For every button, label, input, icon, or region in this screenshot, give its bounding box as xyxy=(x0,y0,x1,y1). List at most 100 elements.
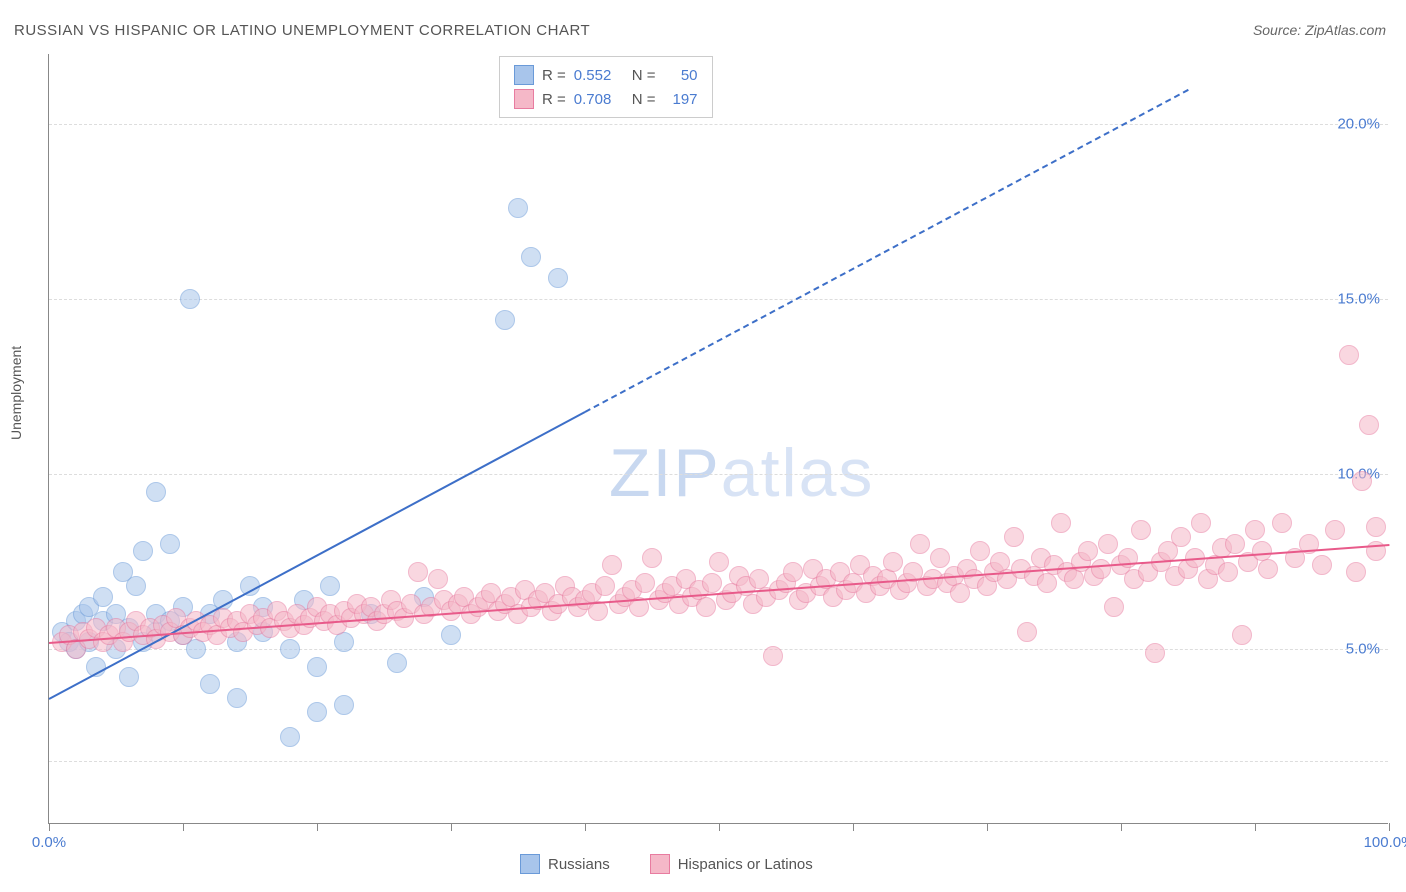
scatter-point xyxy=(763,646,783,666)
gridline xyxy=(49,299,1388,300)
legend-r-value: 0.708 xyxy=(574,91,624,108)
x-tick xyxy=(317,823,318,831)
scatter-point xyxy=(495,310,515,330)
scatter-point xyxy=(1325,520,1345,540)
scatter-point xyxy=(227,688,247,708)
scatter-point xyxy=(910,534,930,554)
legend-swatch xyxy=(520,854,540,874)
scatter-point xyxy=(93,587,113,607)
scatter-point xyxy=(133,541,153,561)
scatter-point xyxy=(635,573,655,593)
scatter-point xyxy=(970,541,990,561)
scatter-point xyxy=(709,552,729,572)
x-tick xyxy=(853,823,854,831)
legend-row: R = 0.708 N = 197 xyxy=(514,87,698,111)
chart-title: RUSSIAN VS HISPANIC OR LATINO UNEMPLOYME… xyxy=(14,22,590,39)
legend-r-value: 0.552 xyxy=(574,67,624,84)
y-tick-label: 5.0% xyxy=(1346,641,1380,658)
scatter-point xyxy=(126,576,146,596)
scatter-point xyxy=(783,562,803,582)
x-tick xyxy=(1121,823,1122,831)
scatter-point xyxy=(307,702,327,722)
scatter-point xyxy=(521,247,541,267)
scatter-point xyxy=(387,653,407,673)
scatter-point xyxy=(1258,559,1278,579)
scatter-point xyxy=(1312,555,1332,575)
scatter-point xyxy=(1145,643,1165,663)
scatter-point xyxy=(320,576,340,596)
x-tick xyxy=(451,823,452,831)
scatter-point xyxy=(642,548,662,568)
scatter-point xyxy=(334,632,354,652)
scatter-point xyxy=(696,597,716,617)
gridline xyxy=(49,474,1388,475)
scatter-point xyxy=(441,625,461,645)
x-tick xyxy=(183,823,184,831)
x-tick xyxy=(49,823,50,831)
scatter-point xyxy=(1037,573,1057,593)
scatter-point xyxy=(508,198,528,218)
x-tick xyxy=(585,823,586,831)
scatter-point xyxy=(1131,520,1151,540)
scatter-point xyxy=(1225,534,1245,554)
x-tick-label: 0.0% xyxy=(32,834,66,851)
scatter-point xyxy=(1064,569,1084,589)
scatter-point xyxy=(1104,597,1124,617)
x-tick xyxy=(719,823,720,831)
trend-line xyxy=(585,89,1189,413)
scatter-point xyxy=(1218,562,1238,582)
legend-r-label: R = xyxy=(542,67,566,84)
scatter-point xyxy=(307,657,327,677)
scatter-point xyxy=(1232,625,1252,645)
gridline xyxy=(49,124,1388,125)
correlation-legend: R =0.552N =50R =0.708N =197 xyxy=(499,56,713,118)
legend-n-label: N = xyxy=(632,67,656,84)
x-tick xyxy=(1255,823,1256,831)
scatter-point xyxy=(1091,559,1111,579)
scatter-point xyxy=(1051,513,1071,533)
scatter-point xyxy=(1245,520,1265,540)
scatter-point xyxy=(1346,562,1366,582)
x-tick-label: 100.0% xyxy=(1364,834,1406,851)
legend-swatch xyxy=(650,854,670,874)
scatter-point xyxy=(200,674,220,694)
y-tick-label: 15.0% xyxy=(1337,291,1380,308)
scatter-point xyxy=(1098,534,1118,554)
scatter-point xyxy=(1004,527,1024,547)
scatter-point xyxy=(1359,415,1379,435)
scatter-point xyxy=(1191,513,1211,533)
legend-item: Hispanics or Latinos xyxy=(650,854,813,874)
legend-r-label: R = xyxy=(542,91,566,108)
scatter-point xyxy=(883,552,903,572)
legend-label: Russians xyxy=(548,856,610,873)
chart-plot-area: ZIPatlas R =0.552N =50R =0.708N =197 5.0… xyxy=(48,54,1388,824)
legend-row: R =0.552N =50 xyxy=(514,63,698,87)
gridline xyxy=(49,761,1388,762)
scatter-point xyxy=(160,534,180,554)
legend-label: Hispanics or Latinos xyxy=(678,856,813,873)
legend-n-label: N = xyxy=(632,91,656,108)
series-legend: Russians Hispanics or Latinos xyxy=(520,854,813,874)
scatter-point xyxy=(1352,471,1372,491)
scatter-point xyxy=(602,555,622,575)
scatter-point xyxy=(548,268,568,288)
scatter-point xyxy=(702,573,722,593)
scatter-point xyxy=(1078,541,1098,561)
scatter-point xyxy=(119,667,139,687)
scatter-point xyxy=(428,569,448,589)
scatter-point xyxy=(408,562,428,582)
legend-n-value: 197 xyxy=(664,91,698,108)
watermark: ZIPatlas xyxy=(609,434,874,512)
legend-swatch xyxy=(514,65,534,85)
source-attribution: Source: ZipAtlas.com xyxy=(1253,22,1386,38)
x-tick xyxy=(987,823,988,831)
scatter-point xyxy=(1272,513,1292,533)
scatter-point xyxy=(1366,517,1386,537)
legend-swatch xyxy=(514,89,534,109)
x-tick xyxy=(1389,823,1390,831)
scatter-point xyxy=(1339,345,1359,365)
scatter-point xyxy=(334,695,354,715)
scatter-point xyxy=(146,482,166,502)
y-tick-label: 20.0% xyxy=(1337,116,1380,133)
scatter-point xyxy=(180,289,200,309)
